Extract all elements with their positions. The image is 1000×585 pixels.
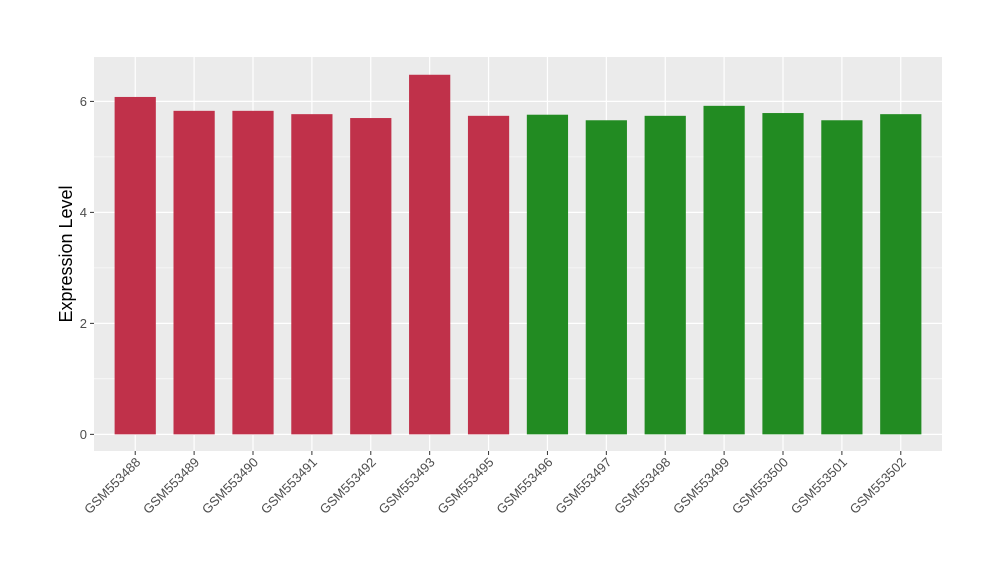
x-tick-label: GSM553500 — [729, 455, 791, 517]
y-tick-label: 4 — [80, 205, 87, 220]
bar-GSM553488 — [114, 96, 156, 435]
y-axis: 0 2 4 6 — [80, 94, 94, 442]
y-tick-label: 6 — [80, 94, 87, 109]
bar-GSM553497 — [585, 120, 627, 435]
x-tick-label: GSM553492 — [317, 455, 379, 517]
y-tick-label: 0 — [80, 427, 87, 442]
x-tick-label: GSM553496 — [493, 455, 555, 517]
bar-GSM553495 — [467, 115, 510, 435]
bar-GSM553496 — [526, 114, 569, 435]
bar-GSM553489 — [173, 110, 215, 435]
y-axis-title: Expression Level — [56, 185, 76, 322]
y-tick-label: 2 — [80, 316, 87, 331]
bar-GSM553500 — [762, 113, 804, 435]
x-tick-label: GSM553498 — [611, 455, 673, 517]
bar-GSM553501 — [821, 120, 863, 435]
x-tick-label: GSM553501 — [788, 455, 850, 517]
bar-GSM553491 — [291, 114, 333, 435]
bar-GSM553499 — [703, 105, 745, 435]
x-tick-label: GSM553495 — [434, 455, 496, 517]
x-tick-label: GSM553488 — [81, 455, 143, 517]
plot-panel — [94, 57, 942, 451]
bar-GSM553493 — [409, 74, 451, 435]
bar-GSM553492 — [350, 118, 392, 435]
x-tick-label: GSM553497 — [552, 455, 614, 517]
bar-GSM553498 — [644, 115, 686, 435]
bar-GSM553502 — [880, 114, 922, 435]
bars — [114, 74, 922, 435]
x-tick-label: GSM553491 — [258, 455, 320, 517]
x-tick-label: GSM553499 — [670, 455, 732, 517]
x-tick-label: GSM553493 — [376, 455, 438, 517]
x-axis: GSM553488GSM553489GSM553490GSM553491GSM5… — [81, 451, 909, 517]
x-tick-label: GSM553502 — [847, 455, 909, 517]
x-tick-label: GSM553490 — [199, 455, 261, 517]
bar-GSM553490 — [232, 110, 274, 435]
x-tick-label: GSM553489 — [140, 455, 202, 517]
